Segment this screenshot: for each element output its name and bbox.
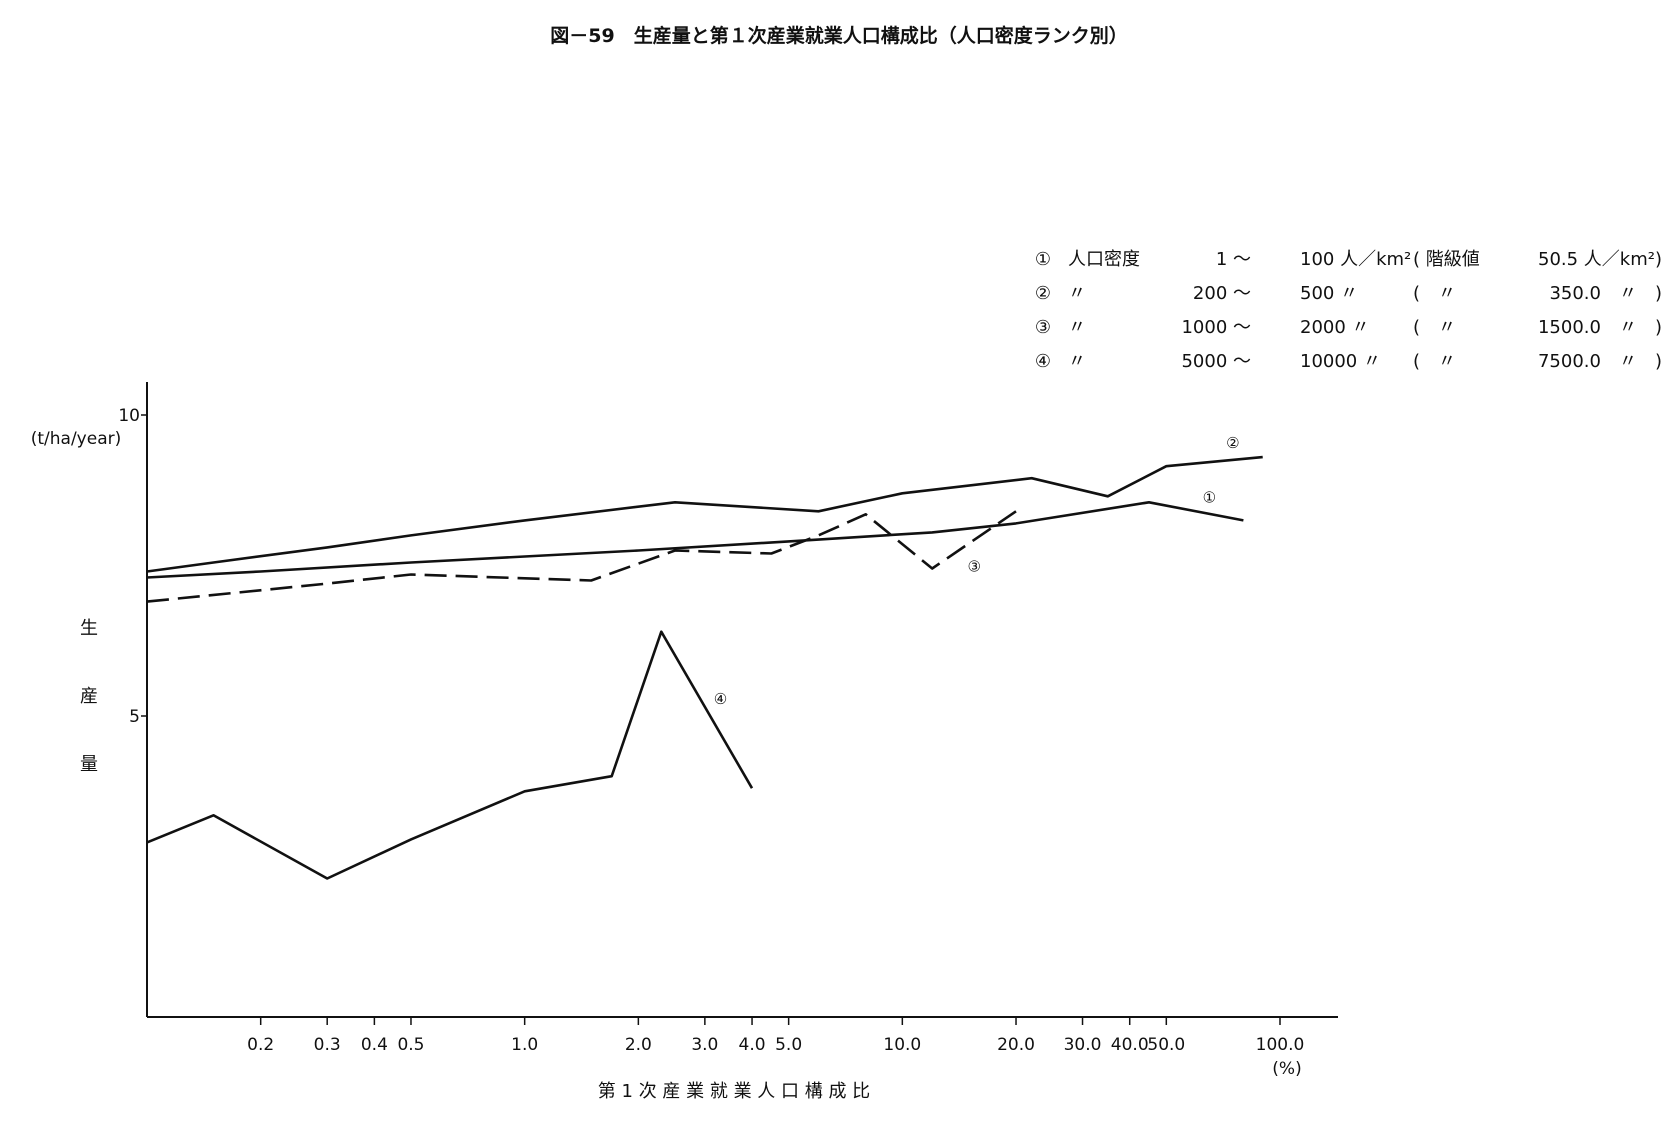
y-label-char: 生 bbox=[80, 618, 98, 639]
x-tick-label: 0.3 bbox=[314, 1035, 341, 1055]
legend-col4: ( 〃 bbox=[1413, 351, 1456, 372]
legend-col3: 500 〃 bbox=[1300, 283, 1358, 304]
y-unit-label: (t/ha/year) bbox=[31, 429, 122, 449]
legend-col4: ( 〃 bbox=[1413, 317, 1456, 338]
x-tick-label: 0.4 bbox=[361, 1035, 388, 1055]
y-axis-label: 生産量 bbox=[80, 618, 98, 775]
x-tick-label: 3.0 bbox=[691, 1035, 718, 1055]
series-label-2: ② bbox=[1226, 434, 1239, 452]
legend-col2: 200 ～ bbox=[1193, 283, 1251, 304]
legend-col3: 100 人／km² bbox=[1300, 249, 1411, 270]
x-tick-label: 2.0 bbox=[625, 1035, 652, 1055]
series-line-3 bbox=[147, 511, 1016, 601]
x-tick-label: 10.0 bbox=[883, 1035, 921, 1055]
x-tick-label: 5.0 bbox=[775, 1035, 802, 1055]
x-tick-label: 0.5 bbox=[397, 1035, 424, 1055]
legend-col5: 7500.0 〃 ) bbox=[1538, 351, 1662, 372]
legend: ① 人口密度 1 ～ 100 人／km²( 階級値 50.5 人／km²) ② 〃 200 ～… bbox=[1035, 249, 1662, 372]
legend-col1: 〃 bbox=[1068, 317, 1086, 338]
legend-col3: 10000 〃 bbox=[1300, 351, 1381, 372]
chart-title: 図－59 生産量と第１次産業就業人口構成比（人口密度ランク別） bbox=[550, 24, 1127, 47]
x-unit-label: (%) bbox=[1272, 1059, 1301, 1079]
series-label-4: ④ bbox=[714, 690, 727, 708]
y-ticks: 5 10 bbox=[118, 406, 147, 727]
x-tick-label: 40.0 bbox=[1111, 1035, 1149, 1055]
y-tick-label: 5 bbox=[129, 707, 140, 727]
legend-col4: ( 〃 bbox=[1413, 283, 1456, 304]
series-line-2 bbox=[147, 457, 1263, 571]
series-label-1: ① bbox=[1203, 488, 1216, 506]
legend-mark: ④ bbox=[1035, 351, 1051, 372]
x-ticks: 0.2 0.3 0.4 0.5 1.0 2.0 3.0 4.0 5.0 10.0 20.0 30.0 4… bbox=[247, 1017, 1304, 1055]
x-axis-label: 第 1 次 産 業 就 業 人 口 構 成 比 bbox=[598, 1081, 870, 1102]
y-tick-label: 10 bbox=[118, 406, 140, 426]
legend-col3: 2000 〃 bbox=[1300, 317, 1370, 338]
legend-col4: ( 階級値 bbox=[1413, 249, 1480, 270]
legend-col2: 1 ～ bbox=[1216, 249, 1251, 270]
x-tick-label: 100.0 bbox=[1256, 1035, 1305, 1055]
legend-col5: 50.5 人／km²) bbox=[1538, 249, 1662, 270]
legend-col5: 1500.0 〃 ) bbox=[1538, 317, 1662, 338]
legend-col2: 5000 ～ bbox=[1181, 351, 1251, 372]
axes bbox=[147, 382, 1338, 1017]
x-tick-label: 1.0 bbox=[511, 1035, 538, 1055]
x-tick-label: 30.0 bbox=[1064, 1035, 1102, 1055]
legend-col1: 〃 bbox=[1068, 351, 1086, 372]
y-label-char: 産 bbox=[80, 686, 98, 707]
x-tick-label: 20.0 bbox=[997, 1035, 1035, 1055]
series-line-1 bbox=[147, 502, 1243, 577]
plot-area: ① ② ③ ④ bbox=[147, 434, 1263, 878]
legend-col2: 1000 ～ bbox=[1181, 317, 1251, 338]
legend-col1: 〃 bbox=[1068, 283, 1086, 304]
x-tick-label: 0.2 bbox=[247, 1035, 274, 1055]
legend-mark: ③ bbox=[1035, 317, 1051, 338]
y-label-char: 量 bbox=[80, 754, 98, 775]
legend-mark: ② bbox=[1035, 283, 1051, 304]
legend-col1: 人口密度 bbox=[1068, 249, 1140, 270]
x-tick-label: 4.0 bbox=[739, 1035, 766, 1055]
series-line-4 bbox=[147, 632, 752, 879]
legend-col5: 350.0 〃 ) bbox=[1549, 283, 1662, 304]
x-tick-label: 50.0 bbox=[1147, 1035, 1185, 1055]
legend-mark: ① bbox=[1035, 249, 1051, 270]
series-label-3: ③ bbox=[967, 558, 980, 576]
